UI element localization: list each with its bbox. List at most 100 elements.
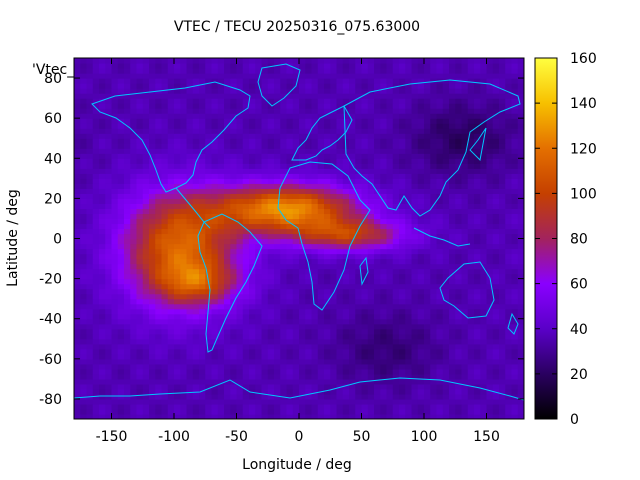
heatmap-cell	[242, 308, 250, 315]
heatmap-cell	[186, 153, 194, 159]
heatmap-cell	[311, 108, 319, 114]
heatmap-cell	[317, 73, 325, 79]
heatmap-cell	[492, 208, 500, 215]
heatmap-cell	[255, 158, 263, 164]
heatmap-cell	[392, 148, 400, 154]
heatmap-cell	[474, 163, 481, 169]
heatmap-cell	[355, 408, 363, 415]
heatmap-cell	[217, 73, 225, 79]
heatmap-cell	[380, 348, 388, 355]
heatmap-cell	[467, 258, 475, 265]
heatmap-cell	[230, 243, 238, 250]
heatmap-cell	[167, 203, 175, 210]
heatmap-cell	[367, 358, 375, 365]
heatmap-cell	[449, 163, 456, 169]
heatmap-cell	[249, 183, 256, 189]
heatmap-cell	[236, 148, 244, 154]
heatmap-cell	[155, 68, 163, 74]
heatmap-cell	[111, 328, 119, 335]
heatmap-cell	[311, 333, 319, 340]
heatmap-cell	[211, 208, 219, 215]
heatmap-cell	[199, 188, 206, 194]
heatmap-cell	[480, 303, 488, 310]
heatmap-cell	[186, 353, 194, 360]
heatmap-cell	[142, 163, 150, 169]
heatmap-cell	[486, 183, 494, 189]
heatmap-cell	[324, 103, 331, 109]
heatmap-cell	[349, 293, 356, 300]
heatmap-cell	[311, 83, 319, 89]
heatmap-cell	[411, 193, 419, 199]
heatmap-cell	[267, 153, 275, 159]
heatmap-cell	[499, 118, 506, 124]
heatmap-cell	[349, 168, 356, 174]
heatmap-cell	[199, 208, 206, 215]
heatmap-cell	[80, 318, 88, 325]
heatmap-cell	[167, 213, 175, 220]
heatmap-cell	[342, 293, 350, 300]
heatmap-cell	[424, 308, 431, 315]
heatmap-cell	[517, 248, 524, 255]
heatmap-cell	[361, 413, 369, 419]
heatmap-cell	[155, 158, 163, 164]
heatmap-cell	[142, 298, 150, 305]
heatmap-cell	[117, 248, 125, 255]
heatmap-cell	[74, 168, 81, 174]
heatmap-cell	[111, 388, 119, 395]
heatmap-cell	[230, 393, 238, 400]
heatmap-cell	[324, 263, 331, 270]
heatmap-cell	[511, 223, 519, 230]
heatmap-cell	[480, 408, 488, 415]
heatmap-cell	[261, 393, 269, 400]
heatmap-cell	[349, 203, 356, 210]
heatmap-cell	[480, 373, 488, 380]
heatmap-cell	[242, 68, 250, 74]
heatmap-cell	[105, 253, 113, 260]
heatmap-cell	[355, 303, 363, 310]
heatmap-cell	[305, 143, 313, 149]
heatmap-cell	[274, 318, 281, 325]
heatmap-cell	[280, 198, 288, 204]
heatmap-cell	[430, 153, 438, 159]
heatmap-cell	[392, 138, 400, 144]
heatmap-cell	[249, 323, 256, 330]
heatmap-cell	[342, 183, 350, 189]
heatmap-cell	[386, 368, 394, 375]
heatmap-cell	[330, 223, 338, 230]
heatmap-cell	[411, 218, 419, 225]
heatmap-cell	[124, 298, 131, 305]
heatmap-cell	[511, 78, 519, 84]
heatmap-cell	[111, 208, 119, 215]
heatmap-cell	[380, 238, 388, 245]
heatmap-cell	[267, 393, 275, 400]
heatmap-cell	[467, 313, 475, 320]
heatmap-cell	[99, 133, 106, 139]
heatmap-cell	[149, 193, 156, 199]
heatmap-cell	[180, 233, 188, 240]
heatmap-cell	[255, 108, 263, 114]
heatmap-cell	[361, 133, 369, 139]
heatmap-cell	[217, 243, 225, 250]
heatmap-cell	[486, 133, 494, 139]
heatmap-cell	[255, 118, 263, 124]
heatmap-cell	[505, 333, 513, 340]
heatmap-cell	[474, 153, 481, 159]
heatmap-cell	[317, 333, 325, 340]
heatmap-cell	[442, 383, 450, 390]
heatmap-cell	[167, 333, 175, 340]
heatmap-cell	[92, 143, 100, 149]
heatmap-cell	[442, 388, 450, 395]
heatmap-cell	[467, 138, 475, 144]
heatmap-cell	[167, 288, 175, 295]
heatmap-cell	[405, 83, 413, 89]
heatmap-cell	[292, 158, 300, 164]
heatmap-cell	[411, 303, 419, 310]
heatmap-cell	[80, 303, 88, 310]
heatmap-cell	[367, 223, 375, 230]
heatmap-cell	[367, 178, 375, 184]
heatmap-cell	[167, 78, 175, 84]
heatmap-cell	[230, 213, 238, 220]
heatmap-cell	[217, 98, 225, 104]
chart-title: VTEC / TECU 20250316_075.63000	[174, 19, 420, 35]
heatmap-cell	[367, 198, 375, 204]
